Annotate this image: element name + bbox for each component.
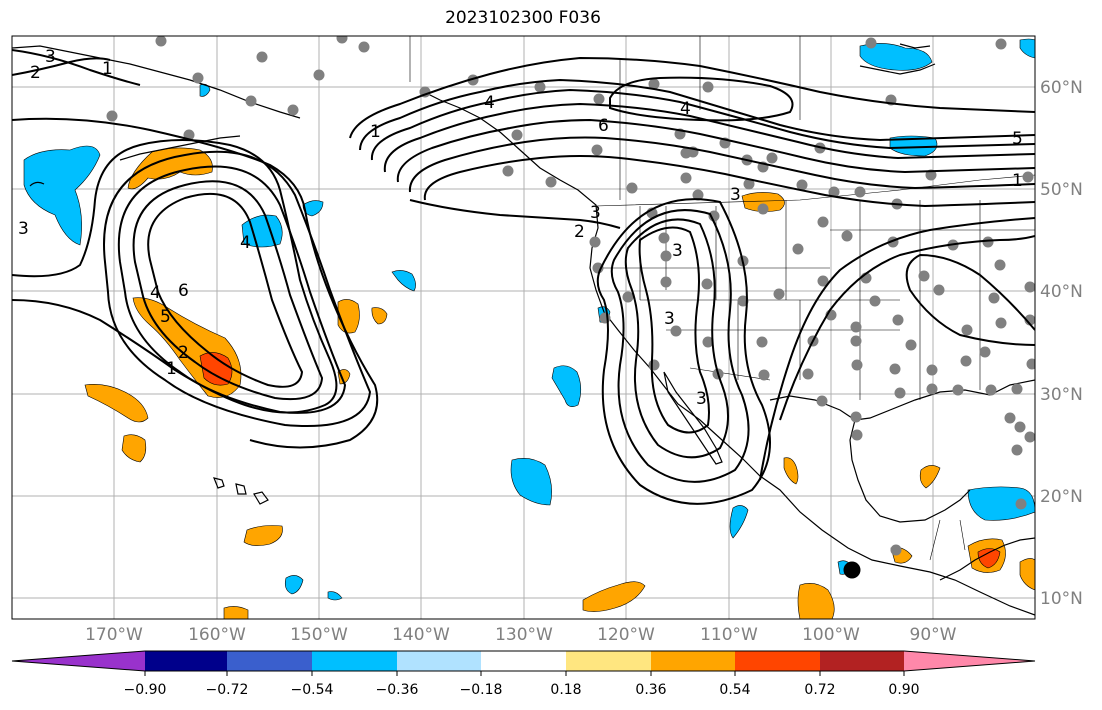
colorbar-tick-label: 0.90 (888, 682, 919, 698)
colorbar-segment (651, 651, 735, 671)
colorbar-tick-label: −0.18 (460, 682, 503, 698)
contour-label: 2 (574, 222, 585, 242)
lat-label: 10°N (1040, 589, 1083, 609)
lon-label: 130°W (495, 625, 553, 645)
contour-labels: 2 3 1 3 4 6 4 5 2 1 4 6 3 1 3 2 3 3 3 4 … (18, 47, 1023, 409)
contour-label: 2 (30, 63, 41, 83)
highlighted-station-marker (843, 561, 861, 579)
colorbar-extension-high (904, 651, 1035, 671)
contour-label: 4 (680, 99, 691, 119)
colorbar-tick-label: 0.72 (804, 682, 835, 698)
colorbar-tick-label: −0.90 (124, 682, 167, 698)
contour-label: 3 (45, 47, 56, 67)
colorbar-segment (566, 651, 651, 671)
map-title: 2023102300 F036 (445, 8, 601, 28)
colorbar-tick-label: 0.54 (719, 682, 750, 698)
map-frame (11, 35, 1036, 620)
contour-label: 3 (18, 219, 29, 239)
contour-label: 1 (1012, 171, 1023, 191)
colorbar-segment (481, 651, 566, 671)
contour-label: 2 (178, 343, 189, 363)
contour-label: 1 (370, 122, 381, 142)
contour-label: 3 (664, 309, 675, 329)
lat-label: 50°N (1040, 180, 1083, 200)
colorbar-segment (145, 651, 227, 671)
colorbar: −0.90 −0.72 −0.54 −0.36 −0.18 0.18 0.36 … (11, 650, 1036, 698)
contour-label: 3 (730, 185, 741, 205)
colorbar-tick-label: −0.36 (376, 682, 419, 698)
contour-label: 4 (484, 93, 495, 113)
colorbar-segment (227, 651, 312, 671)
lat-label: 20°N (1040, 487, 1083, 507)
colorbar-extension-low (12, 651, 145, 671)
latitude-labels: 60°N 50°N 40°N 30°N 20°N 10°N (1040, 78, 1083, 609)
contour-lines (12, 49, 1035, 505)
shading-regions (23, 38, 1035, 619)
colorbar-tick-label: −0.72 (206, 682, 249, 698)
lat-label: 30°N (1040, 385, 1083, 405)
political-borders (409, 36, 1035, 561)
lon-label: 150°W (290, 625, 348, 645)
contour-label: 6 (598, 116, 609, 136)
contour-label: 1 (102, 59, 113, 79)
lat-label: 40°N (1040, 282, 1083, 302)
colorbar-segment (820, 651, 904, 671)
colorbar-tick-label: −0.54 (291, 682, 334, 698)
colorbar-segment (397, 651, 481, 671)
lon-label: 100°W (802, 625, 860, 645)
colorbar-tick-label: 0.36 (635, 682, 666, 698)
lon-label: 120°W (597, 625, 655, 645)
longitude-labels: 170°W 160°W 150°W 140°W 130°W 120°W 110°… (85, 625, 957, 645)
colorbar-tick-label: 0.18 (550, 682, 581, 698)
contour-label: 3 (696, 389, 707, 409)
map-area: 2 3 1 3 4 6 4 5 2 1 4 6 3 1 3 2 3 3 3 4 … (12, 36, 1035, 619)
contour-label: 6 (178, 281, 189, 301)
lat-label: 60°N (1040, 78, 1083, 98)
contour-label: 5 (1012, 129, 1023, 149)
contour-label: 5 (160, 307, 171, 327)
lon-label: 110°W (700, 625, 758, 645)
contour-label: 3 (590, 203, 601, 223)
lon-label: 160°W (188, 625, 246, 645)
colorbar-segment (735, 651, 820, 671)
contour-label: 3 (672, 241, 683, 261)
lon-label: 140°W (392, 625, 450, 645)
lon-label: 170°W (85, 625, 143, 645)
colorbar-segment (312, 651, 397, 671)
lon-label: 90°W (910, 625, 957, 645)
contour-label: 4 (150, 283, 161, 303)
contour-label: 4 (240, 233, 251, 253)
contour-label: 1 (166, 359, 177, 379)
